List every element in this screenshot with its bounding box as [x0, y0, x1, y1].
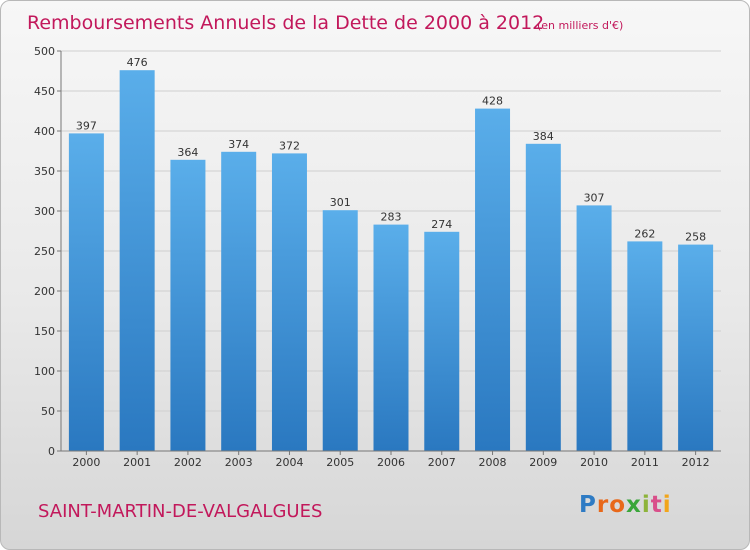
chart-title: Remboursements Annuels de la Dette de 20…	[27, 12, 544, 34]
logo-letter: r	[596, 492, 610, 518]
bar-2007	[424, 231, 460, 451]
bar-2004	[271, 153, 307, 451]
data-label-2005: 301	[330, 196, 351, 209]
data-label-2000: 397	[76, 119, 97, 132]
y-tick-label: 150	[34, 325, 55, 338]
bar-2012	[678, 244, 714, 451]
proxiti-logo: Proxiti	[579, 492, 672, 522]
x-tick-label-2006: 2006	[377, 456, 405, 469]
y-tick-label: 300	[34, 205, 55, 218]
bar-2005	[322, 210, 358, 451]
logo-letter: t	[650, 492, 663, 518]
bar-2008	[475, 108, 511, 451]
x-tick-label-2004: 2004	[275, 456, 303, 469]
bar-2000	[68, 133, 104, 451]
data-label-2008: 428	[482, 95, 503, 108]
data-label-2004: 372	[279, 139, 300, 152]
data-label-2009: 384	[533, 130, 554, 143]
logo-letter: o	[609, 492, 627, 518]
logo-letter: i	[641, 492, 651, 518]
bar-2001	[119, 70, 155, 451]
data-label-2002: 364	[177, 146, 198, 159]
logo-letter: P	[579, 492, 597, 518]
y-tick-label: 450	[34, 85, 55, 98]
x-tick-label-2011: 2011	[631, 456, 659, 469]
bar-2011	[627, 241, 663, 451]
logo-letter: x	[626, 492, 642, 518]
data-label-2011: 262	[634, 227, 655, 240]
y-tick-label: 400	[34, 125, 55, 138]
chart-subtitle: (en milliers d'€)	[537, 19, 623, 32]
commune-name: SAINT-MARTIN-DE-VALGALGUES	[38, 501, 322, 522]
bar-2006	[373, 224, 409, 451]
data-label-2010: 307	[584, 191, 605, 204]
bar-2002	[170, 159, 206, 452]
x-tick-label-2010: 2010	[580, 456, 608, 469]
x-tick-label-2003: 2003	[225, 456, 253, 469]
logo-letter: i	[662, 492, 672, 518]
data-label-2012: 258	[685, 231, 706, 244]
x-tick-label-2012: 2012	[682, 456, 710, 469]
x-tick-label-2001: 2001	[123, 456, 151, 469]
y-tick-label: 50	[41, 405, 55, 418]
x-tick-label-2009: 2009	[529, 456, 557, 469]
x-tick-label-2000: 2000	[72, 456, 100, 469]
data-label-2001: 476	[127, 56, 148, 69]
data-label-2006: 283	[381, 211, 402, 224]
x-tick-label-2007: 2007	[428, 456, 456, 469]
data-label-2003: 374	[228, 138, 249, 151]
data-label-2007: 274	[431, 218, 452, 231]
bar-2010	[576, 205, 612, 451]
x-tick-label-2002: 2002	[174, 456, 202, 469]
y-tick-label: 200	[34, 285, 55, 298]
y-tick-label: 250	[34, 245, 55, 258]
x-tick-label-2005: 2005	[326, 456, 354, 469]
bar-2009	[525, 143, 561, 452]
y-tick-label: 350	[34, 165, 55, 178]
x-tick-label-2008: 2008	[479, 456, 507, 469]
y-tick-label: 100	[34, 365, 55, 378]
bar-2003	[221, 151, 257, 452]
y-tick-label: 500	[34, 45, 55, 58]
y-tick-label: 0	[48, 445, 55, 458]
